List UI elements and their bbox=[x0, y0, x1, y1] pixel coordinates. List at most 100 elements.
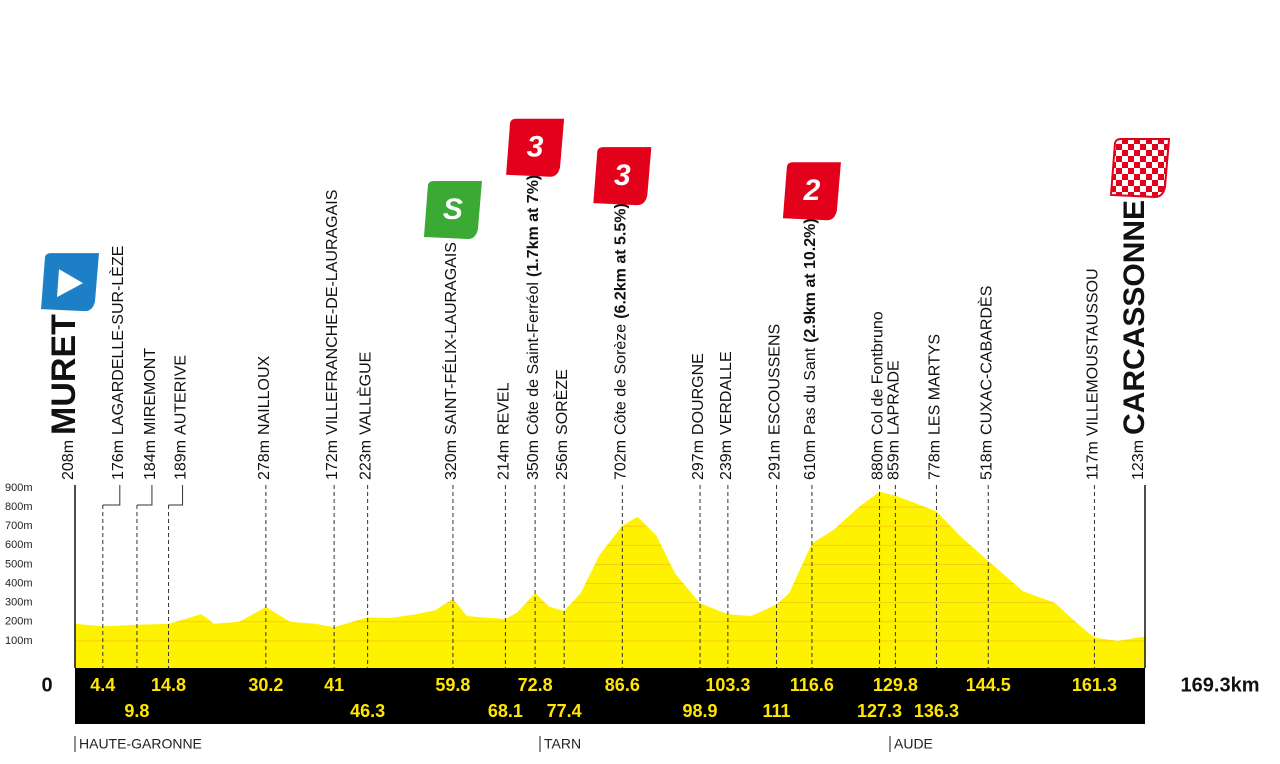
waypoint-elevation: 702m bbox=[613, 440, 630, 480]
waypoint-elevation: 172m bbox=[324, 440, 341, 480]
waypoint-name: LAGARDELLE-SUR-LÈZE bbox=[108, 246, 127, 435]
region-label: HAUTE-GARONNE bbox=[79, 736, 202, 752]
km-label: 46.3 bbox=[350, 701, 385, 721]
region-label: AUDE bbox=[894, 736, 933, 752]
distance-bar bbox=[75, 668, 1145, 724]
waypoint-name: MURET bbox=[45, 314, 83, 435]
waypoint-name: NAILLOUX bbox=[256, 356, 273, 435]
km-label: 4.4 bbox=[90, 675, 115, 695]
km-label: 127.3 bbox=[857, 701, 902, 721]
waypoint-elevation: 223m bbox=[358, 440, 375, 480]
category-label: S bbox=[443, 193, 463, 226]
km-label: 103.3 bbox=[705, 675, 750, 695]
waypoint-name: CUXAC-CABARDÈS bbox=[976, 286, 995, 435]
waypoint-name: DOURGNE bbox=[690, 353, 707, 435]
km-label: 111 bbox=[763, 701, 791, 721]
km-label: 77.4 bbox=[547, 701, 582, 721]
waypoint-elevation: 189m bbox=[173, 440, 190, 480]
y-tick-label: 900m bbox=[5, 482, 33, 494]
waypoint-label: 859m LAPRADE bbox=[886, 360, 903, 480]
waypoint-elevation: 350m bbox=[525, 440, 542, 480]
waypoint-label: 297m DOURGNE bbox=[690, 353, 707, 480]
y-tick-label: 200m bbox=[5, 616, 33, 628]
waypoint-label: 239m VERDALLE bbox=[718, 351, 735, 480]
km-label: 98.9 bbox=[683, 701, 718, 721]
y-tick-label: 100m bbox=[5, 635, 33, 647]
km-label: 59.8 bbox=[435, 675, 470, 695]
km-label: 41 bbox=[324, 675, 344, 695]
waypoint-name: VERDALLE bbox=[718, 351, 735, 435]
waypoint-label: 189m AUTERIVE bbox=[173, 355, 190, 480]
waypoint-label: 702m Côte de Sorèze (6.2km at 5.5%) bbox=[613, 203, 630, 480]
waypoint-label: 256m SORÈZE bbox=[552, 369, 571, 480]
km-label: 68.1 bbox=[488, 701, 523, 721]
waypoint-label: 117m VILLEMOUSTAUSSOU bbox=[1085, 268, 1102, 480]
waypoint-name: SAINT-FÉLIX-LAURAGAIS bbox=[441, 242, 460, 435]
waypoint-elevation: 880m bbox=[870, 440, 887, 480]
waypoint-label: 350m Côte de Saint-Ferréol (1.7km at 7%) bbox=[525, 175, 542, 480]
waypoint-label: 223m VALLÈGUE bbox=[356, 352, 375, 480]
km-label: 0 bbox=[41, 674, 52, 696]
waypoint-label: 184m MIREMONT bbox=[142, 348, 159, 480]
waypoint-elevation: 256m bbox=[554, 440, 571, 480]
waypoint-elevation: 778m bbox=[927, 440, 944, 480]
waypoint-elevation: 291m bbox=[767, 440, 784, 480]
y-tick-label: 800m bbox=[5, 501, 33, 513]
y-tick-label: 700m bbox=[5, 520, 33, 532]
waypoint-label: 278m NAILLOUX bbox=[256, 356, 273, 481]
leader bbox=[136, 485, 153, 506]
waypoint-label: 176m LAGARDELLE-SUR-LÈZE bbox=[108, 246, 127, 480]
waypoint-label: 880m Col de Fontbruno bbox=[870, 311, 887, 480]
km-label: 136.3 bbox=[914, 701, 959, 721]
waypoint-name: Pas du Sant bbox=[802, 347, 819, 435]
category-badge bbox=[423, 181, 482, 240]
waypoint-label: 123m CARCASSONNE bbox=[1118, 200, 1151, 480]
leader bbox=[102, 485, 121, 506]
waypoint-name: Côte de Sorèze bbox=[613, 324, 630, 435]
waypoint-name: LES MARTYS bbox=[927, 334, 944, 435]
waypoint-name: Côte de Saint-Ferréol bbox=[525, 282, 542, 435]
y-tick-label: 600m bbox=[5, 539, 33, 551]
waypoint-elevation: 208m bbox=[60, 440, 77, 480]
km-label: 30.2 bbox=[248, 675, 283, 695]
category-label: 3 bbox=[527, 131, 544, 164]
waypoint-name: REVEL bbox=[496, 382, 513, 435]
waypoint-name: Col de Fontbruno bbox=[870, 311, 887, 435]
y-tick-label: 400m bbox=[5, 577, 33, 589]
waypoint-elevation: 320m bbox=[443, 440, 460, 480]
km-label: 14.8 bbox=[151, 675, 186, 695]
km-label: 9.8 bbox=[124, 701, 149, 721]
km-label: 129.8 bbox=[873, 675, 918, 695]
waypoint-label: 320m SAINT-FÉLIX-LAURAGAIS bbox=[441, 242, 460, 480]
waypoint-label: 291m ESCOUSSENS bbox=[767, 324, 784, 480]
waypoint-name: VILLEFRANCHE-DE-LAURAGAIS bbox=[324, 190, 341, 435]
elevation-area bbox=[75, 491, 1145, 668]
category-label: 2 bbox=[803, 174, 821, 207]
y-tick-label: 300m bbox=[5, 597, 33, 609]
waypoint-detail: (6.2km at 5.5%) bbox=[613, 203, 630, 319]
km-label: 72.8 bbox=[518, 675, 553, 695]
waypoint-label: 610m Pas du Sant (2.9km at 10.2%) bbox=[802, 218, 819, 480]
category-badge bbox=[506, 118, 565, 177]
waypoint-detail: (1.7km at 7%) bbox=[525, 175, 542, 277]
waypoint-elevation: 123m bbox=[1130, 440, 1147, 480]
km-label: 116.6 bbox=[790, 675, 834, 695]
category-badge bbox=[593, 147, 652, 206]
region-label: TARN bbox=[544, 736, 581, 752]
km-label: 144.5 bbox=[966, 675, 1011, 695]
waypoint-elevation: 610m bbox=[802, 440, 819, 480]
waypoint-elevation: 297m bbox=[690, 440, 707, 480]
waypoint-label: 518m CUXAC-CABARDÈS bbox=[976, 286, 995, 480]
waypoint-label: 214m REVEL bbox=[496, 382, 513, 480]
waypoint-elevation: 117m bbox=[1085, 441, 1102, 480]
waypoint-name: VILLEMOUSTAUSSOU bbox=[1085, 268, 1102, 436]
category-label: 3 bbox=[614, 159, 631, 192]
waypoint-name: SORÈZE bbox=[552, 369, 571, 435]
waypoint-name: CARCASSONNE bbox=[1118, 200, 1151, 435]
km-label: 86.6 bbox=[605, 675, 640, 695]
km-label: 169.3km bbox=[1181, 674, 1260, 696]
waypoint-name: ESCOUSSENS bbox=[767, 324, 784, 435]
waypoint-label: 172m VILLEFRANCHE-DE-LAURAGAIS bbox=[324, 190, 341, 480]
